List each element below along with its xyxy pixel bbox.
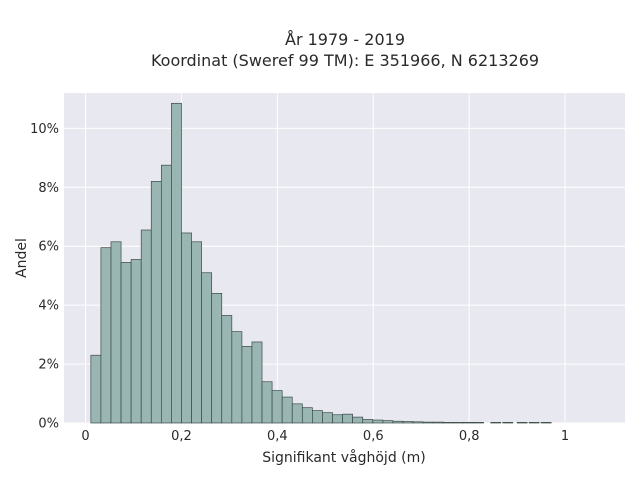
x-tick-label: 0,4 [267,429,288,444]
histogram-bar [301,407,313,424]
histogram-bar [422,421,434,424]
chart-title-line1: År 1979 - 2019 [285,30,405,49]
histogram-bar [412,421,424,424]
y-tick-label: 2% [38,358,59,373]
histogram-bar [502,422,514,424]
histogram-bar [332,414,343,424]
histogram-bar [281,396,293,424]
histogram-bar [271,390,283,424]
histogram-bar [490,422,502,424]
histogram-bar [191,241,202,424]
histogram-bar [442,422,454,424]
histogram-bar [528,422,540,424]
histogram-bar [201,272,213,424]
x-axis-label: Signifikant våghöjd (m) [262,449,425,466]
histogram-bar [432,421,444,424]
histogram-bar [221,315,233,424]
x-tick-label: 0,2 [171,429,192,444]
histogram-bar [372,419,384,424]
histogram-bar [160,164,172,424]
histogram-bar [382,420,394,424]
histogram-bar [100,247,112,424]
histogram-bar [110,241,122,424]
histogram-bar [452,422,464,424]
histogram-bar [463,422,474,424]
y-tick-label: 8% [38,181,59,196]
chart-title-line2: Koordinat (Sweref 99 TM): E 351966, N 62… [151,51,539,70]
histogram-bar [140,229,152,424]
histogram-bar [352,416,364,424]
histogram-bar [362,419,374,424]
y-tick-label: 10% [30,122,59,137]
histogram-bar [402,421,414,424]
histogram-bar [540,422,552,424]
x-tick-label: 0,8 [459,429,480,444]
x-axis-ticks: 0 0,2 0,4 0,6 0,8 1 [81,429,569,444]
histogram-bar [251,341,263,424]
y-axis-ticks: 0% 2% 4% 6% 8% 10% [30,122,59,432]
histogram-bars [90,102,552,424]
histogram-bar [211,293,223,424]
histogram-bar [291,403,303,424]
y-axis-label: Andel [14,238,30,278]
histogram-bar [342,413,353,424]
histogram-bar [120,262,132,424]
histogram-bar [241,346,253,424]
histogram-bar [181,232,192,424]
x-tick-label: 1 [561,429,569,444]
y-tick-label: 4% [38,299,59,314]
histogram-bar [171,102,182,424]
histogram-bar [130,259,142,424]
y-tick-label: 0% [38,417,59,432]
histogram-bar [322,412,333,424]
histogram-bar [312,410,323,424]
histogram-bar [516,422,528,424]
histogram-bar [231,331,243,424]
histogram-bar [90,354,102,424]
histogram-bar [473,422,484,424]
histogram-bar [150,181,162,424]
y-tick-label: 6% [38,240,59,255]
x-tick-label: 0,6 [363,429,384,444]
histogram-bar [261,381,273,424]
histogram-bar [392,420,404,424]
x-tick-label: 0 [81,429,89,444]
